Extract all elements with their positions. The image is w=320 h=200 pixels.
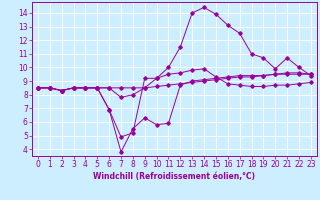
X-axis label: Windchill (Refroidissement éolien,°C): Windchill (Refroidissement éolien,°C) xyxy=(93,172,255,181)
